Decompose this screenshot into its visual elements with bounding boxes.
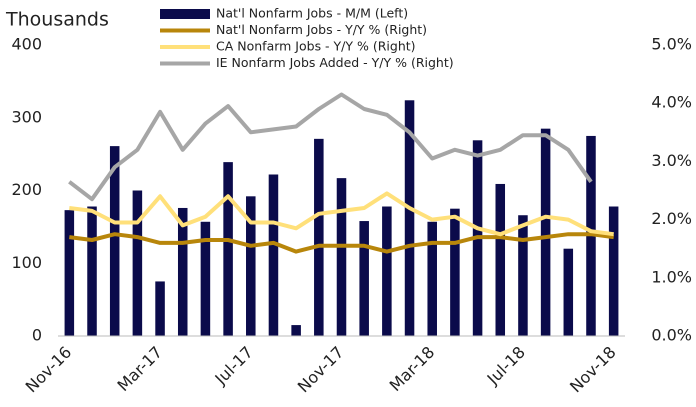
y2-tick-label: 1.0%	[651, 267, 692, 286]
legend-label: IE Nonfarm Jobs Added - Y/Y % (Right)	[216, 55, 454, 70]
y-tick-label: 300	[11, 107, 42, 126]
bar	[540, 128, 551, 336]
bar	[495, 183, 506, 336]
line-series	[69, 191, 614, 237]
y2-tick-label: 0.0%	[651, 326, 692, 345]
legend-label: Nat'l Nonfarm Jobs - M/M (Left)	[216, 6, 408, 21]
bar	[404, 100, 415, 336]
bar	[155, 281, 165, 336]
bar	[109, 146, 120, 336]
bar	[563, 248, 574, 336]
line-series	[68, 92, 593, 202]
x-tick-label: Nov-18	[566, 343, 620, 397]
y-tick-label: 200	[11, 180, 42, 199]
x-tick-label: Jul-17	[211, 343, 257, 389]
y2-tick-label: 4.0%	[651, 93, 692, 112]
y2-tick-label: 3.0%	[651, 151, 692, 170]
bar	[382, 206, 392, 336]
bar	[132, 190, 143, 336]
x-tick-label: Jul-18	[483, 343, 529, 389]
bar	[518, 215, 528, 336]
x-tick-label: Nov-16	[22, 343, 76, 397]
bar	[314, 138, 324, 336]
y-axis-label: Thousands	[5, 9, 109, 31]
y-tick-label: 400	[11, 35, 42, 54]
x-tick-label: Nov-17	[294, 343, 348, 397]
legend-label: CA Nonfarm Jobs - Y/Y % (Right)	[216, 39, 416, 54]
bar	[359, 221, 369, 336]
bar	[450, 208, 460, 336]
x-tick-label: Mar-17	[114, 343, 167, 396]
bar	[291, 325, 301, 336]
bar	[223, 162, 233, 336]
y2-tick-label: 2.0%	[651, 209, 692, 228]
x-tick-label: Mar-18	[386, 343, 439, 396]
bar	[200, 221, 211, 336]
bar	[87, 206, 97, 336]
y-tick-label: 100	[11, 253, 42, 272]
bar	[177, 207, 188, 336]
bar	[427, 221, 437, 336]
bar	[268, 174, 279, 336]
line-series	[69, 232, 614, 254]
y2-tick-label: 5.0%	[651, 35, 692, 54]
legend-label: Nat'l Nonfarm Jobs - Y/Y % (Right)	[216, 22, 427, 37]
bar	[64, 210, 75, 336]
bar	[608, 206, 619, 336]
bar	[336, 178, 347, 336]
legend-swatch	[160, 9, 210, 19]
bar	[246, 196, 256, 336]
y-tick-label: 0	[32, 326, 42, 345]
